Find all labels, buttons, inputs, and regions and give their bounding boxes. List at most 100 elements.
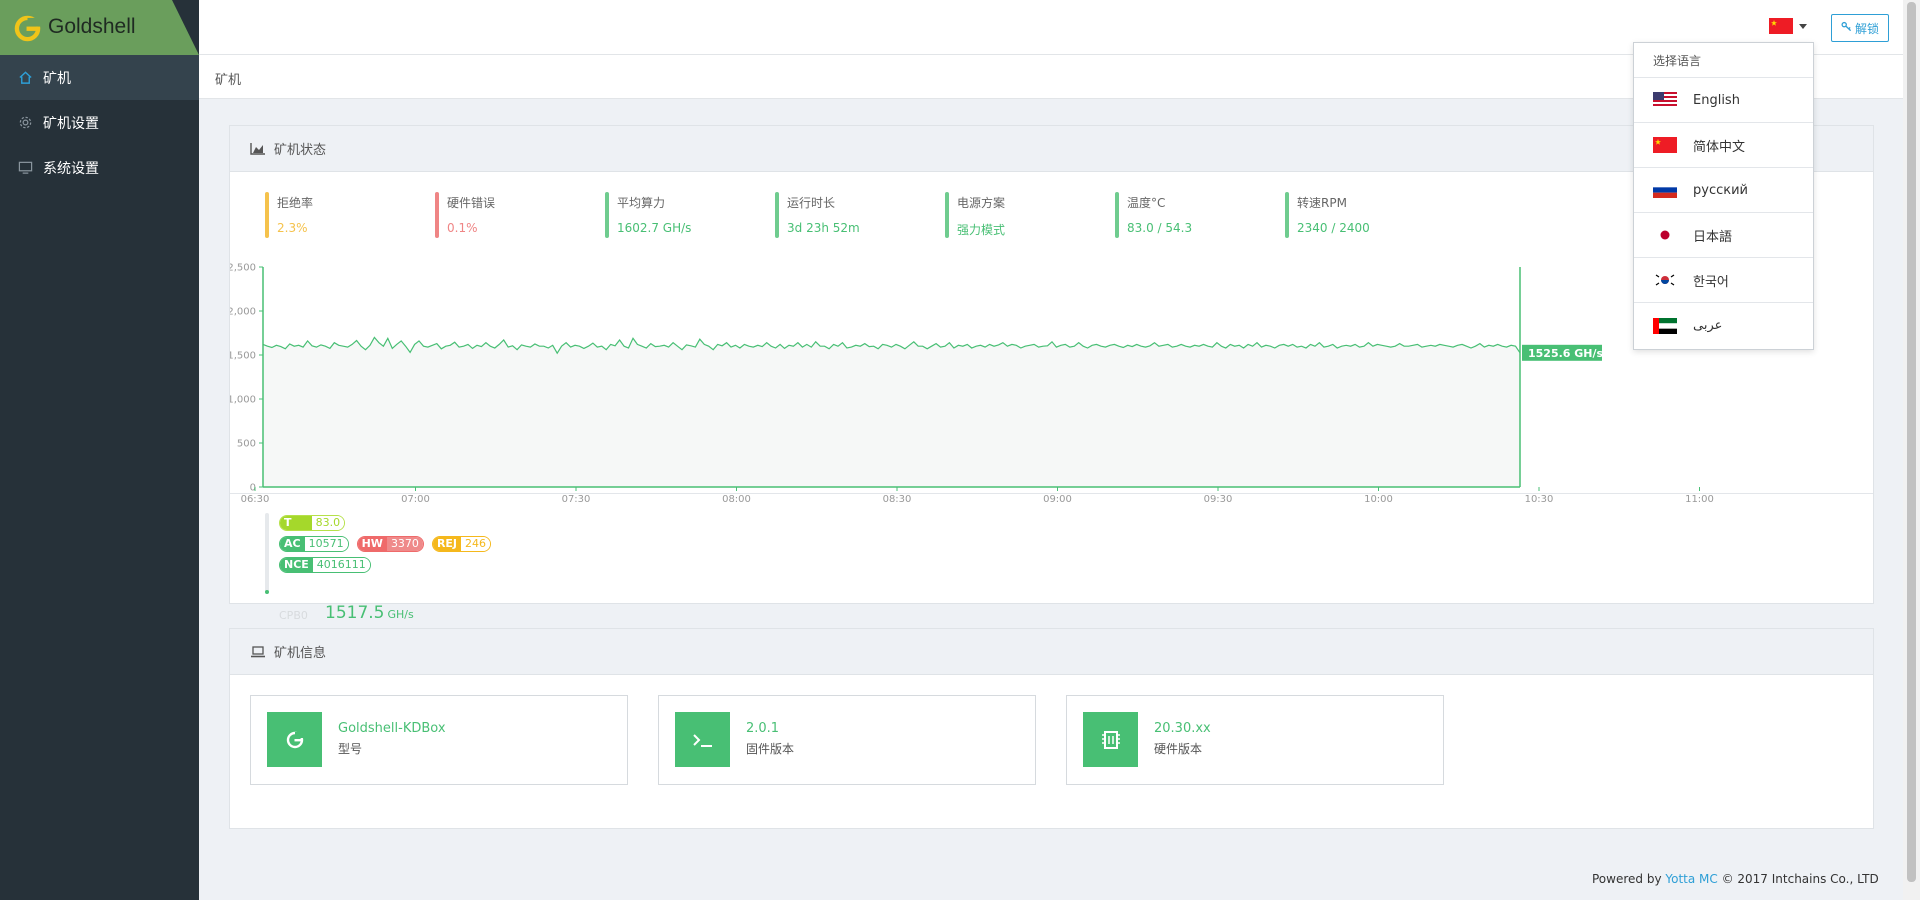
stat-value: 83.0 / 54.3 [1127, 221, 1193, 235]
sidebar-item-miner[interactable]: 矿机 [0, 55, 199, 100]
language-menu-header: 选择语言 [1634, 43, 1813, 78]
board-hashrate-unit: GH/s [387, 608, 414, 621]
x-tick-label: 08:00 [722, 494, 751, 504]
x-tick-label: 08:30 [883, 494, 912, 504]
stat-label: 运行时长 [787, 196, 836, 210]
stat-power-mode: 电源方案 强力模式 [945, 192, 1115, 238]
panel-title: 矿机状态 [274, 143, 327, 158]
language-label: 日本語 [1693, 229, 1733, 245]
unlock-label: 解锁 [1854, 21, 1879, 36]
language-label: 简体中文 [1693, 139, 1746, 155]
sidebar-item-system-settings[interactable]: 系统设置 [0, 145, 199, 190]
gear-icon [18, 115, 33, 130]
miner-status-panel: 矿机状态 拒绝率 2.3% 硬件错误 0.1% 平均算力 1602.7 GH/s… [227, 125, 1874, 623]
language-option-english[interactable]: English [1634, 78, 1813, 123]
model-card: Goldshell-KDBox 型号 [250, 695, 628, 785]
stat-label: 转速RPM [1297, 196, 1347, 210]
footer: Powered by Yotta MC © 2017 Intchains Co.… [1592, 872, 1879, 886]
sidebar-item-label: 矿机设置 [43, 115, 99, 132]
stat-value: 2.3% [277, 221, 308, 235]
badge-row: AC 10571 HW 3370 REJ 246 [279, 536, 499, 552]
y-tick-label: 2,500 [230, 263, 256, 274]
china-flag-icon [1653, 137, 1677, 153]
x-tick-label: 07:30 [562, 494, 591, 504]
stat-value: 强力模式 [957, 223, 1006, 237]
y-tick-label: 500 [237, 439, 256, 450]
nce-badge: NCE 4016111 [279, 557, 371, 573]
brand-name: Goldshell [48, 15, 136, 38]
board-hashrate: 1517.5 GH/s [325, 603, 414, 623]
page-scrollbar[interactable] [1903, 0, 1920, 900]
y-tick-label: 2,000 [230, 307, 256, 318]
uae-flag-icon [1653, 317, 1677, 334]
language-option-korean[interactable]: 한국어 [1634, 258, 1813, 303]
stat-indicator [775, 192, 779, 238]
board-hashrate-value: 1517.5 [325, 603, 385, 623]
sidebar-nav: 矿机 矿机设置 系统设置 [0, 55, 199, 190]
unlock-button[interactable]: 解锁 [1831, 14, 1889, 42]
sidebar-item-label: 系统设置 [43, 160, 99, 177]
key-icon [1841, 21, 1852, 35]
badge-key: REJ [432, 537, 462, 551]
hardware-card: 20.30.xx 硬件版本 [1066, 695, 1444, 785]
latest-value-label: 1525.6 GH/s [1528, 347, 1604, 360]
hashrate-area [263, 337, 1520, 487]
badge-key: NCE [280, 558, 313, 572]
x-tick-label: 10:30 [1525, 494, 1554, 504]
stat-indicator [1285, 192, 1289, 238]
home-icon [18, 70, 33, 85]
badge-value: 10571 [304, 537, 348, 551]
card-subtitle: 型号 [338, 742, 363, 756]
ac-badge: AC 10571 [279, 536, 349, 552]
language-option-chinese[interactable]: 简体中文 [1634, 123, 1813, 168]
russia-flag-icon [1653, 182, 1677, 198]
card-title: 2.0.1 [746, 721, 780, 736]
footer-copyright: © 2017 Intchains Co., LTD [1717, 872, 1879, 886]
japan-flag-icon [1653, 227, 1677, 243]
hw-badge: HW 3370 [356, 536, 424, 552]
stats-row: 拒绝率 2.3% 硬件错误 0.1% 平均算力 1602.7 GH/s 运行时长… [265, 192, 1455, 238]
stat-label: 平均算力 [617, 196, 666, 210]
panel-header: 矿机状态 [230, 126, 1873, 172]
language-option-japanese[interactable]: 日本語 [1634, 213, 1813, 258]
brand-logo[interactable]: Goldshell [0, 0, 199, 55]
stat-label: 温度°C [1127, 196, 1166, 210]
card-subtitle: 固件版本 [746, 742, 795, 756]
top-bar: 解锁 [199, 0, 1903, 55]
language-label: 한국어 [1693, 274, 1729, 290]
firmware-card: 2.0.1 固件版本 [658, 695, 1036, 785]
us-flag-icon [1653, 92, 1677, 108]
goldshell-g-icon [14, 15, 41, 42]
panel-title: 矿机信息 [274, 646, 327, 661]
card-title: Goldshell-KDBox [338, 721, 446, 736]
stat-indicator [435, 192, 439, 238]
breadcrumb-bar: 矿机 [199, 55, 1903, 99]
language-label: русский [1693, 182, 1748, 198]
language-selector[interactable] [1769, 18, 1807, 34]
stat-value: 3d 23h 52m [787, 221, 860, 235]
x-tick-label: 09:30 [1204, 494, 1233, 504]
badge-value: 246 [461, 537, 491, 551]
footer-link[interactable]: Yotta MC [1665, 872, 1718, 886]
logo-background [0, 0, 199, 55]
sidebar-item-miner-settings[interactable]: 矿机设置 [0, 100, 199, 145]
y-tick-label: 1,000 [230, 395, 256, 406]
badge-value: 3370 [386, 537, 423, 551]
language-menu: 选择语言 English 简体中文 русский 日本語 한국어 عربى [1633, 42, 1814, 350]
panel-header: 矿机信息 [230, 629, 1873, 675]
badge-row: T (°C) 83.0 / 54.3 [279, 515, 353, 531]
stat-uptime: 运行时长 3d 23h 52m [775, 192, 945, 238]
language-option-arabic[interactable]: عربى [1634, 303, 1813, 348]
scrollbar-thumb[interactable] [1907, 2, 1916, 882]
card-title: 20.30.xx [1154, 721, 1211, 736]
stat-temperature: 温度°C 83.0 / 54.3 [1115, 192, 1285, 238]
breadcrumb: 矿机 [215, 73, 242, 88]
badge-row: NCE 4016111 [279, 557, 379, 573]
china-flag-icon [1769, 18, 1793, 34]
stat-value: 1602.7 GH/s [617, 221, 692, 235]
y-tick-label: 1,500 [230, 351, 256, 362]
hashrate-line [262, 336, 1521, 355]
hashrate-chart: 0 500 1,000 1,500 2,000 2,500 06:30 07:00 07:30 0… [227, 254, 1873, 506]
stat-average-hashrate: 平均算力 1602.7 GH/s [605, 192, 775, 238]
language-option-russian[interactable]: русский [1634, 168, 1813, 213]
